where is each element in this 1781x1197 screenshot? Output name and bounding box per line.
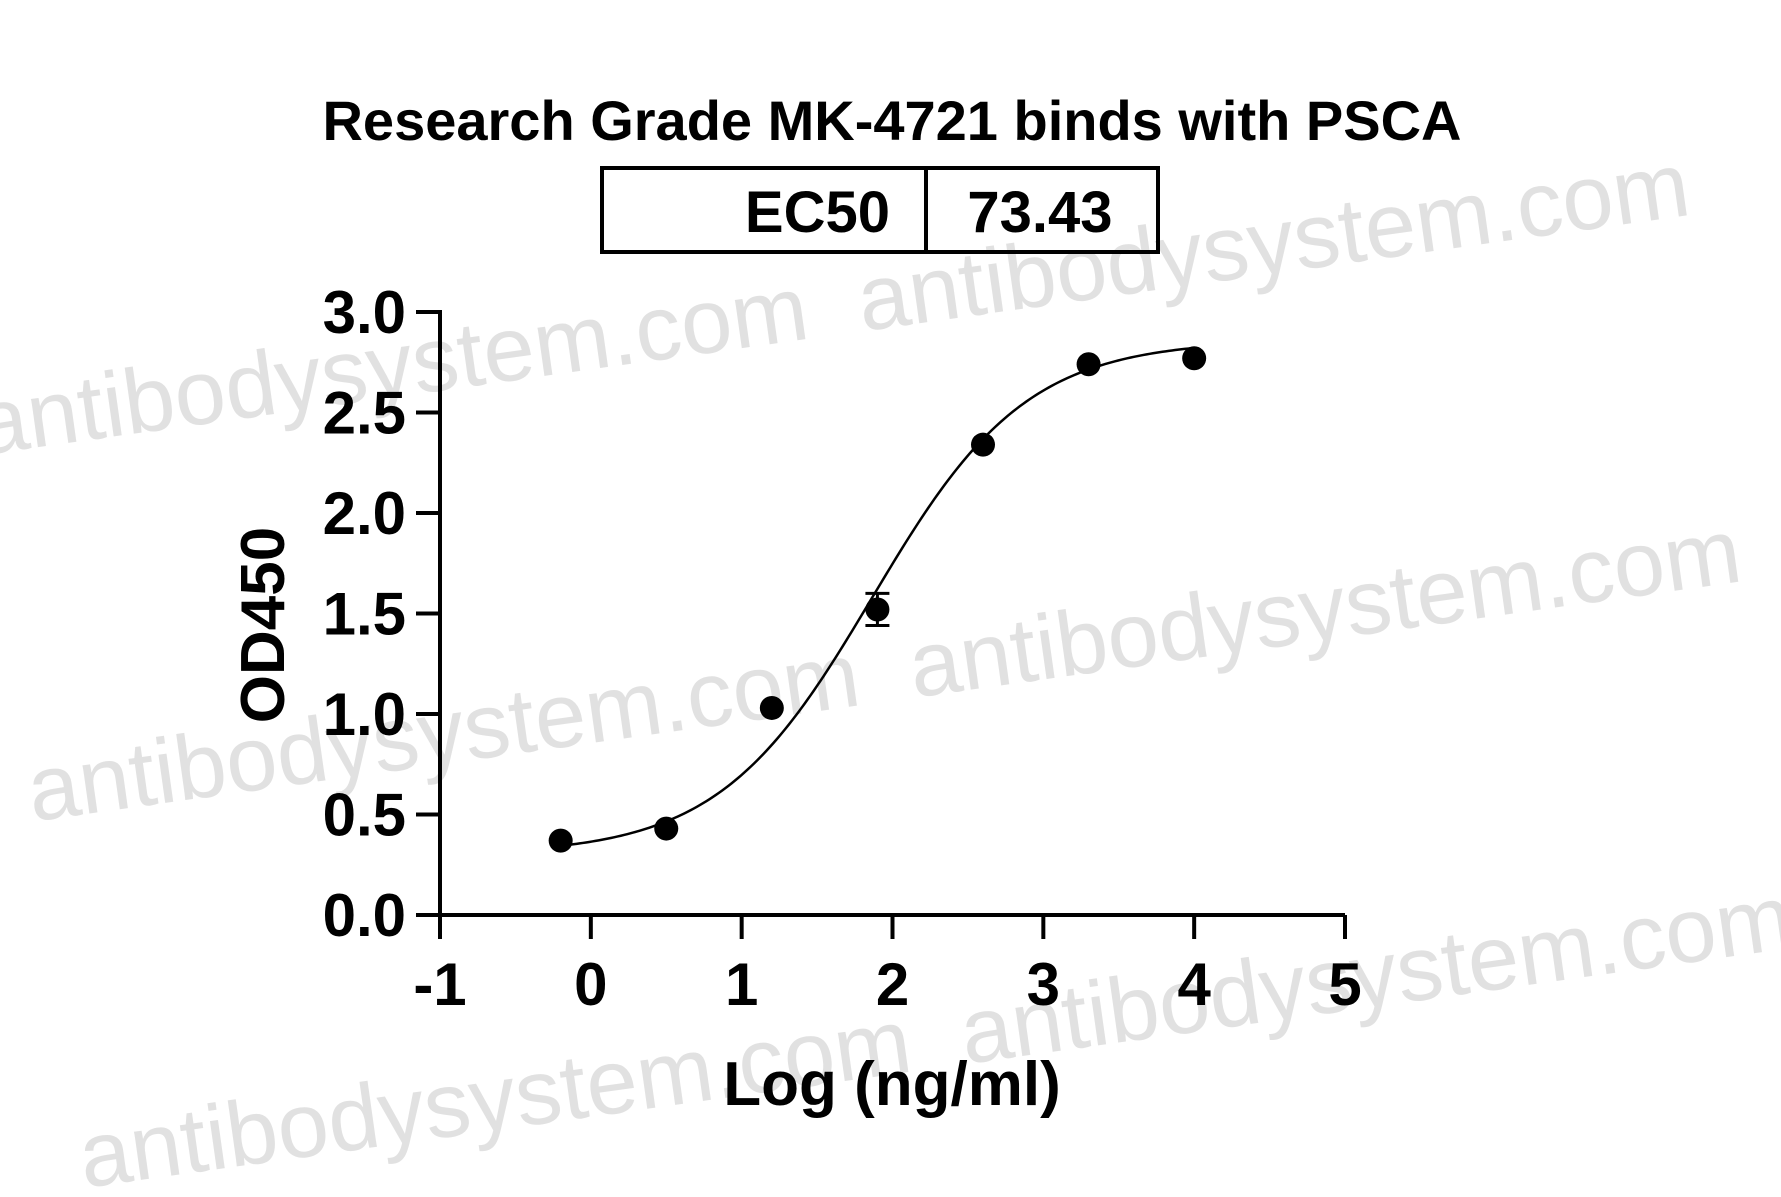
y-tick-label: 0.0 — [323, 882, 406, 949]
data-point — [548, 828, 573, 853]
ec50-label: EC50 — [745, 180, 890, 245]
watermark-text: antibodysystem.com — [902, 500, 1747, 718]
data-point — [865, 597, 890, 622]
y-ticks: 0.0 0.5 1.0 1.5 2.0 2.5 3.0 — [323, 279, 440, 949]
watermark-text: antibodysystem.com — [954, 866, 1781, 1084]
x-tick-label: 5 — [1328, 951, 1361, 1018]
data-point — [1076, 352, 1101, 377]
y-tick-label: 3.0 — [323, 279, 406, 346]
x-axis-label: Log (ng/ml) — [723, 1050, 1060, 1119]
x-tick-label: 4 — [1177, 951, 1211, 1018]
x-tick-label: 1 — [725, 951, 758, 1018]
x-tick-label: 3 — [1027, 951, 1060, 1018]
y-tick-label: 1.5 — [323, 581, 406, 648]
data-point — [654, 816, 679, 841]
ec50-table: EC50 73.43 — [600, 166, 1160, 254]
ec50-value: 73.43 — [967, 180, 1112, 245]
watermark-text: antibodysystem.com — [0, 257, 814, 475]
x-ticks: -1 0 1 2 3 4 5 — [413, 915, 1362, 1018]
data-point — [759, 695, 784, 720]
watermark-text: antibodysystem.com — [21, 624, 866, 842]
data-point — [1182, 346, 1207, 371]
y-tick-label: 2.0 — [323, 480, 406, 547]
y-tick-label: 2.5 — [323, 380, 406, 447]
y-tick-label: 0.5 — [323, 782, 406, 849]
x-tick-label: 2 — [876, 951, 909, 1018]
y-axis-label: OD450 — [229, 527, 298, 723]
data-points — [548, 346, 1207, 853]
x-tick-label: -1 — [413, 951, 466, 1018]
x-tick-label: 0 — [574, 951, 607, 1018]
chart-title: Research Grade MK-4721 binds with PSCA — [322, 89, 1461, 152]
y-tick-label: 1.0 — [323, 681, 406, 748]
axes: 0.0 0.5 1.0 1.5 2.0 2.5 3.0 -1 0 1 2 3 4 5 — [323, 279, 1362, 1018]
data-point — [971, 432, 995, 457]
ec50-box — [600, 166, 1160, 254]
